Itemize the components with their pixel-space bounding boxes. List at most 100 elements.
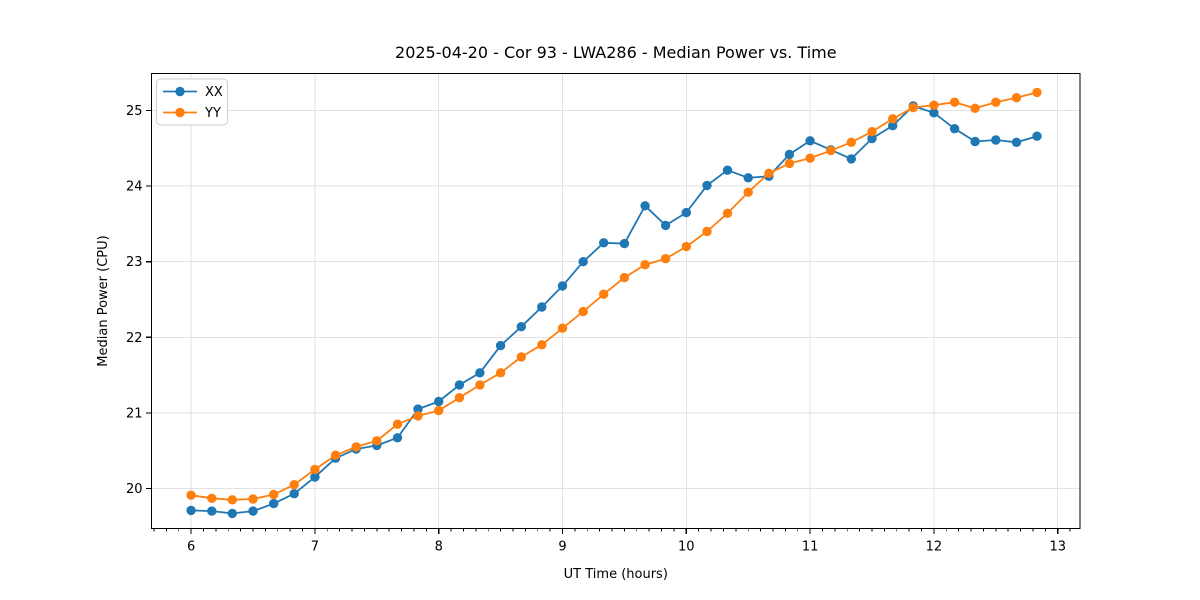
data-point <box>722 208 733 218</box>
data-point <box>764 168 774 178</box>
data-point <box>949 124 960 134</box>
grid-lines <box>151 73 1080 529</box>
axis-ticks <box>146 109 1071 534</box>
data-point <box>660 220 671 231</box>
chart-title: 2025-04-20 - Cor 93 - LWA286 - Median Po… <box>395 43 837 62</box>
legend-entry-YY: YY <box>163 106 221 121</box>
data-point <box>186 490 196 500</box>
legend-entry-XX: XX <box>163 85 223 100</box>
data-point <box>702 180 712 191</box>
data-point <box>826 145 836 156</box>
legend-label: XX <box>205 85 223 100</box>
data-point <box>413 404 423 414</box>
data-point <box>784 149 795 160</box>
data-point <box>722 165 733 175</box>
data-point <box>599 289 609 299</box>
data-point <box>537 302 547 312</box>
y-tick-label: 24 <box>126 180 143 195</box>
data-point <box>805 136 815 146</box>
data-point <box>929 100 939 110</box>
y-tick-label: 23 <box>126 255 143 270</box>
data-point <box>269 498 279 509</box>
data-point <box>269 489 279 500</box>
x-tick-label: 6 <box>187 540 195 555</box>
data-point <box>557 323 568 333</box>
data-point <box>949 97 960 107</box>
data-point <box>888 114 898 124</box>
data-point <box>537 340 547 350</box>
x-tick-label: 10 <box>678 540 695 555</box>
data-series <box>186 87 1042 519</box>
data-point <box>248 506 258 516</box>
data-point <box>557 281 568 291</box>
data-point <box>702 226 712 237</box>
data-point <box>619 272 630 283</box>
data-point <box>599 238 609 248</box>
data-point <box>310 472 320 482</box>
data-point <box>372 436 382 446</box>
data-point <box>392 419 403 429</box>
data-point <box>970 103 980 114</box>
data-point <box>434 396 444 407</box>
data-point <box>640 201 650 211</box>
data-point <box>619 238 630 249</box>
data-point <box>660 254 671 264</box>
data-point <box>351 442 361 452</box>
data-point <box>888 121 898 131</box>
data-point <box>413 411 423 421</box>
y-axis-label: Median Power (CPU) <box>96 235 111 366</box>
plot-border <box>150 72 1081 530</box>
x-tick-label: 11 <box>802 540 819 555</box>
data-point <box>495 340 506 351</box>
x-tick-label: 13 <box>1049 540 1066 555</box>
data-point <box>970 136 980 147</box>
data-point <box>1032 87 1042 98</box>
x-tick-label: 7 <box>311 540 319 555</box>
data-point <box>867 133 877 144</box>
data-point <box>434 405 444 416</box>
data-point <box>991 97 1001 107</box>
series-line-XX <box>191 105 1038 515</box>
data-point <box>289 480 299 490</box>
data-point <box>207 506 217 516</box>
data-point <box>516 322 526 332</box>
x-tick-labels: 6 7 8 9 10 11 12 13 <box>187 540 1066 555</box>
data-point <box>495 368 506 378</box>
legend: XX YY <box>156 78 228 126</box>
data-point <box>578 257 588 267</box>
y-tick-labels: 20 21 22 23 24 25 <box>126 104 143 497</box>
data-point <box>929 108 939 118</box>
data-point <box>289 489 299 499</box>
x-tick-label: 9 <box>558 540 566 555</box>
data-point <box>743 173 753 183</box>
legend-label: YY <box>204 106 221 121</box>
data-point <box>846 154 856 164</box>
series-YY <box>186 87 1042 505</box>
data-point <box>207 493 217 503</box>
data-point <box>310 464 320 475</box>
series-line-YY <box>190 91 1038 501</box>
data-point <box>1011 137 1022 147</box>
data-point <box>743 187 753 197</box>
legend-marker <box>175 107 185 118</box>
data-point <box>908 102 918 113</box>
data-point <box>475 368 485 378</box>
data-point <box>846 137 856 147</box>
data-point <box>784 158 795 169</box>
x-tick-label: 12 <box>926 540 943 555</box>
data-point <box>248 494 258 504</box>
data-point <box>454 380 465 390</box>
legend-marker <box>175 86 185 97</box>
data-point <box>867 127 877 137</box>
data-point <box>454 393 465 403</box>
data-point <box>392 433 403 443</box>
data-point <box>516 352 526 362</box>
data-point <box>640 260 650 270</box>
legend-box <box>156 78 228 126</box>
y-tick-label: 20 <box>126 482 143 497</box>
y-tick-label: 25 <box>126 104 143 119</box>
data-point <box>475 380 485 390</box>
x-axis-label: UT Time (hours) <box>564 567 668 582</box>
